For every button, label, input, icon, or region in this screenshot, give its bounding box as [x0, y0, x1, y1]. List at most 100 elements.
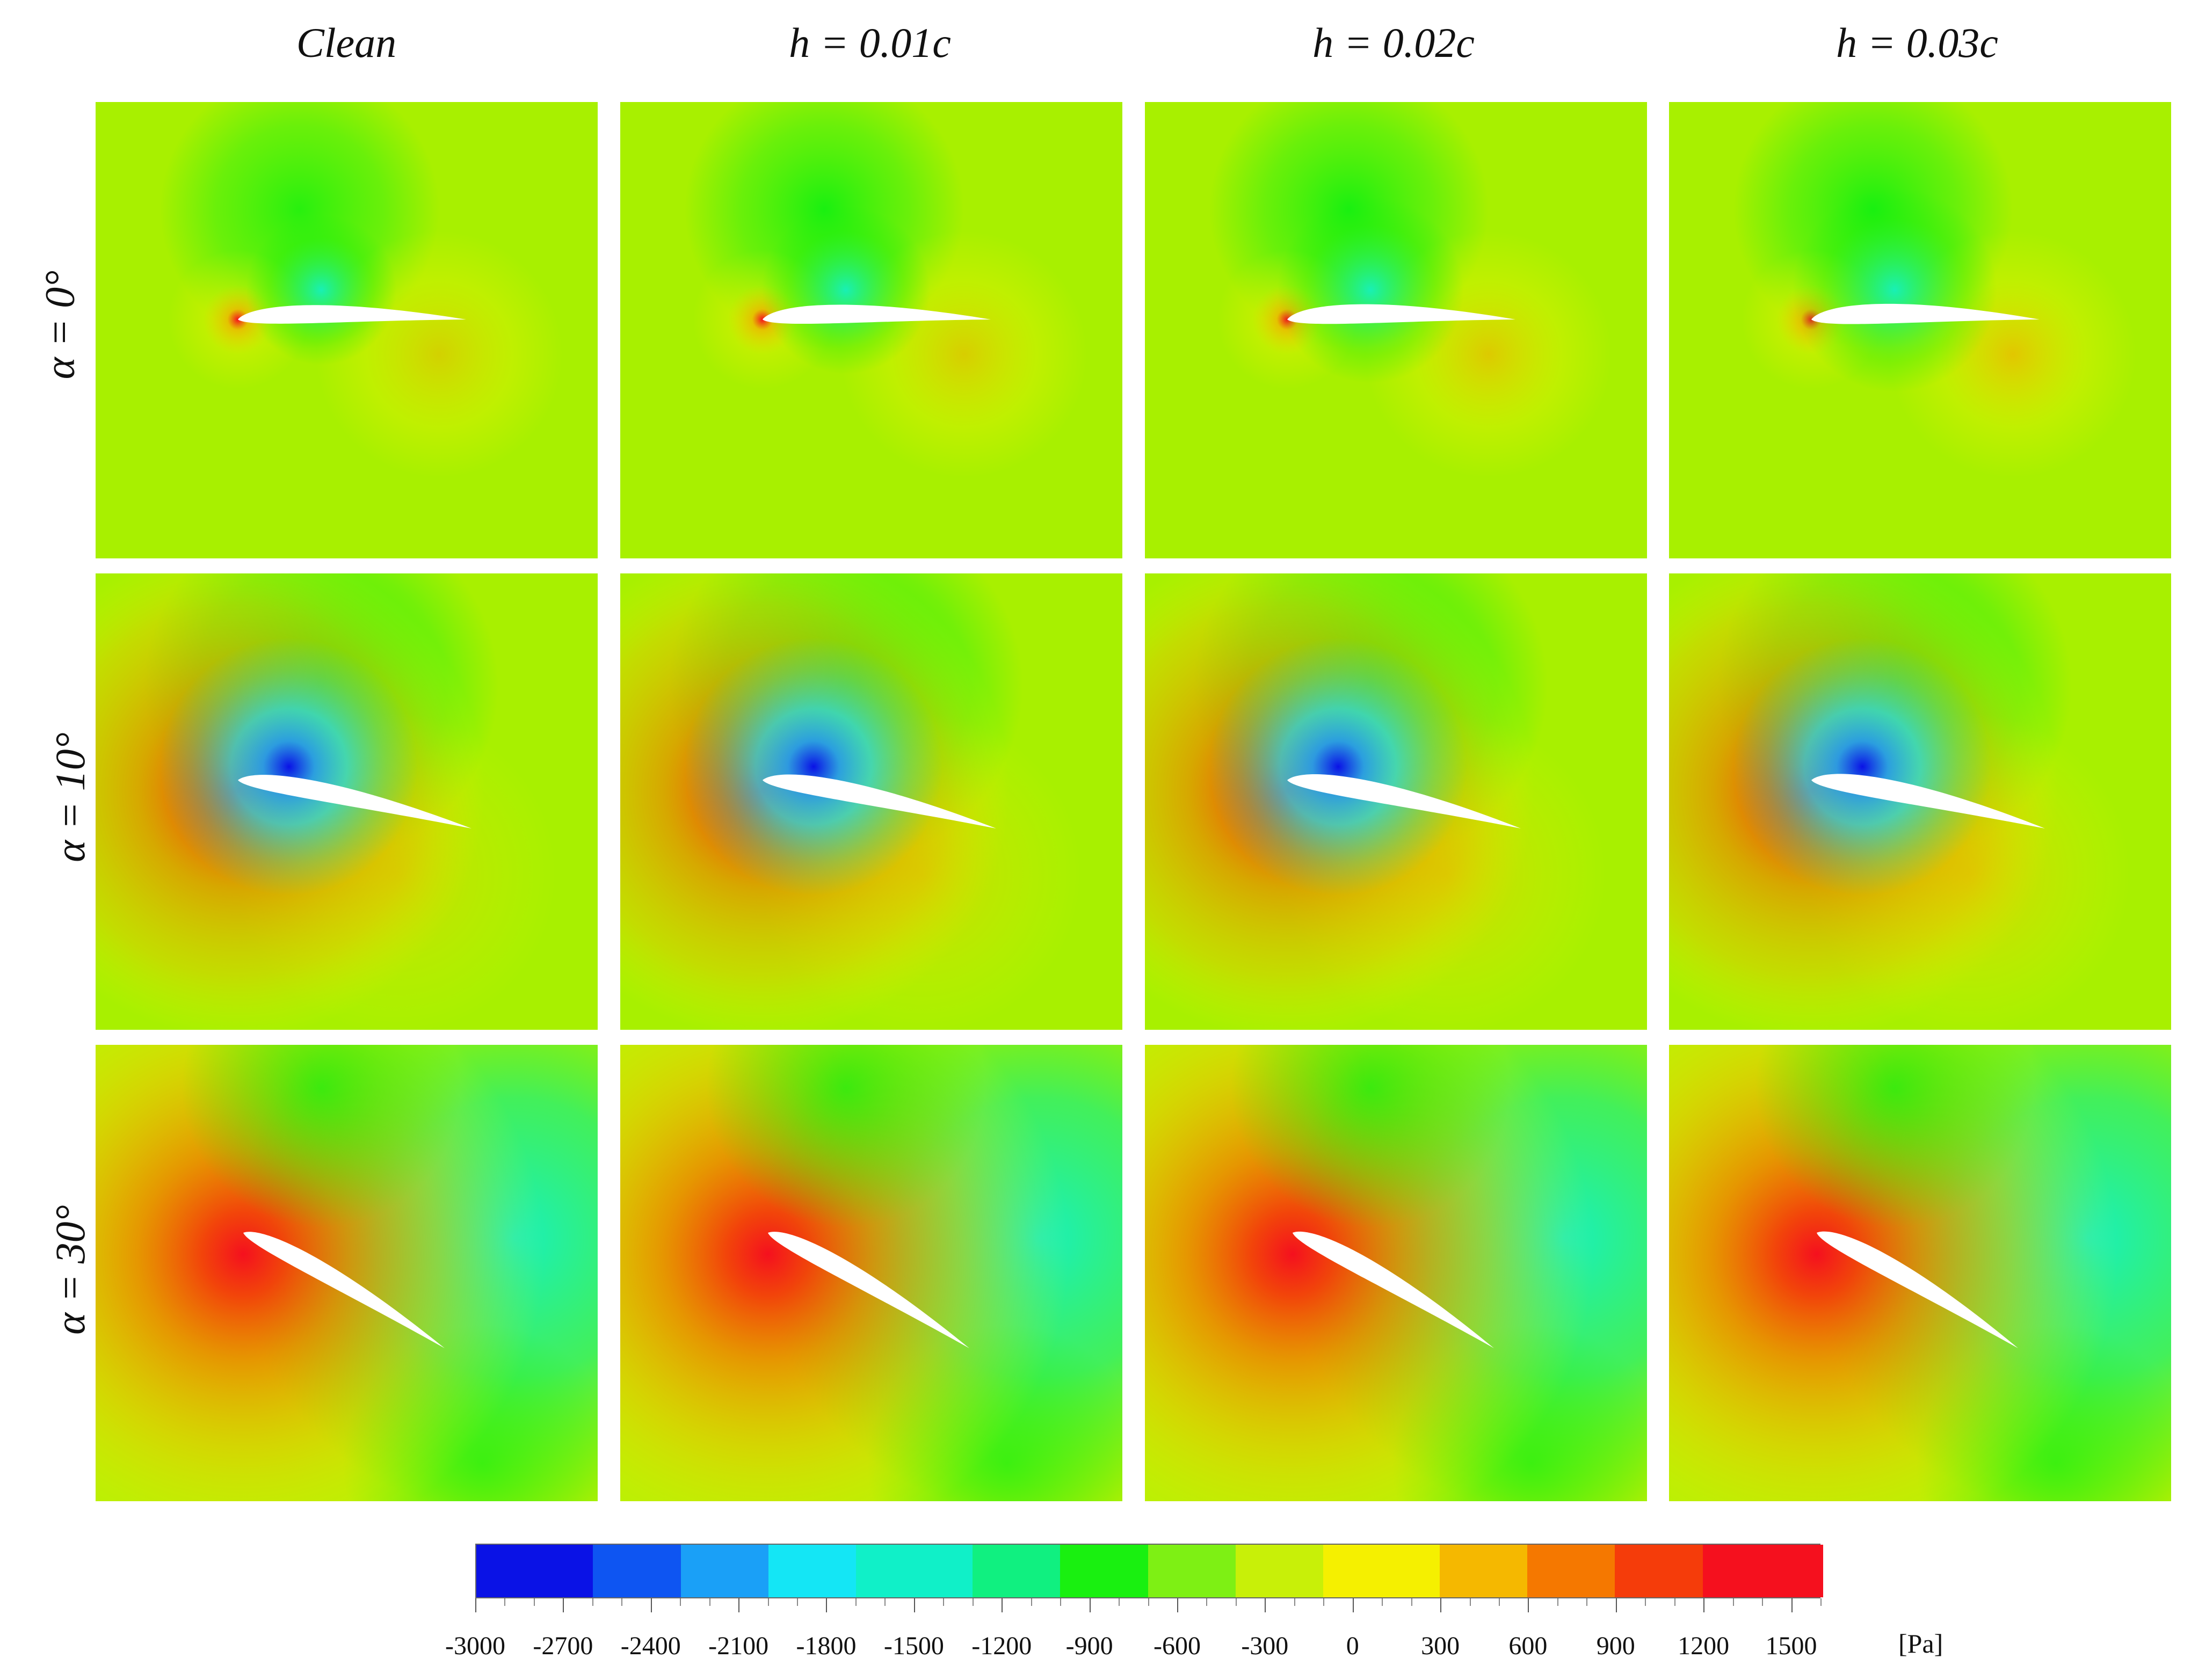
- colorbar-tick: [1352, 1598, 1354, 1612]
- colorbar-segment: [1381, 1545, 1415, 1597]
- colorbar-segment: [885, 1545, 919, 1597]
- colorbar-tick-label: -1200: [971, 1632, 1032, 1660]
- colorbar-minor-tick: [884, 1598, 886, 1606]
- colorbar-minor-tick: [1148, 1598, 1149, 1606]
- colorbar-minor-tick: [767, 1598, 769, 1606]
- colorbar-segment: [1761, 1545, 1795, 1597]
- colorbar-minor-tick: [709, 1598, 710, 1606]
- colorbar-minor-tick: [1294, 1598, 1295, 1606]
- colorbar-tick: [1528, 1598, 1529, 1612]
- colorbar-segment: [505, 1545, 539, 1597]
- colorbar-minor-tick: [1206, 1598, 1208, 1606]
- colorbar-segment: [709, 1545, 743, 1597]
- colorbar-unit-label: [Pa]: [1898, 1628, 1943, 1659]
- colorbar-segment: [1731, 1545, 1765, 1597]
- colorbar-segment: [1119, 1545, 1152, 1597]
- airfoil-shape: [1811, 774, 2045, 828]
- colorbar-segment: [680, 1545, 714, 1597]
- airfoil-shape: [763, 304, 991, 324]
- colorbar-segment: [1235, 1545, 1269, 1597]
- colorbar-tick-label: -300: [1241, 1632, 1289, 1660]
- colorbar-tick: [738, 1598, 740, 1612]
- colorbar-tick: [563, 1598, 564, 1612]
- row-label-alpha-30: α = 30°: [46, 1205, 93, 1335]
- colorbar-segment: [1148, 1545, 1181, 1597]
- colorbar-minor-tick: [621, 1598, 623, 1606]
- colorbar-segment: [534, 1545, 568, 1597]
- colorbar-segment: [1702, 1545, 1736, 1597]
- contour-panel-row0-col2: [1145, 102, 1647, 558]
- colorbar-tick-label: -1500: [883, 1632, 944, 1660]
- colorbar-minor-tick: [1645, 1598, 1646, 1606]
- colorbar-tick-label: -2400: [620, 1632, 681, 1660]
- colorbar-segment: [855, 1545, 889, 1597]
- row-label-alpha-10: α = 10°: [46, 732, 93, 862]
- colorbar-segment: [1498, 1545, 1532, 1597]
- colorbar-segment: [1440, 1545, 1474, 1597]
- colorbar-minor-tick: [1060, 1598, 1062, 1606]
- colorbar-segment: [1206, 1545, 1240, 1597]
- colorbar-tick: [1703, 1598, 1705, 1612]
- colorbar-segment: [1060, 1545, 1094, 1597]
- colorbar-tick: [826, 1598, 828, 1612]
- airfoil-shape: [768, 1232, 969, 1348]
- colorbar-segment: [1673, 1545, 1707, 1597]
- colorbar-tick-label: -2700: [533, 1632, 593, 1660]
- colorbar-tick: [1440, 1598, 1442, 1612]
- colorbar-tick-label: -1800: [796, 1632, 857, 1660]
- colorbar-segment: [1089, 1545, 1123, 1597]
- colorbar-minor-tick: [1119, 1598, 1120, 1606]
- colorbar-segment: [1352, 1545, 1385, 1597]
- colorbar-segment: [768, 1545, 802, 1597]
- colorbar-segment: [564, 1545, 597, 1597]
- contour-panel-row2-col3: [1669, 1045, 2171, 1501]
- airfoil-shape: [1287, 774, 1521, 828]
- contour-panel-row1-col3: [1669, 573, 2171, 1030]
- colorbar-segment: [826, 1545, 860, 1597]
- colorbar-segment: [1031, 1545, 1064, 1597]
- colorbar-minor-tick: [1557, 1598, 1558, 1606]
- colorbar-segment: [593, 1545, 627, 1597]
- colorbar-segment: [622, 1545, 656, 1597]
- contour-panel-row1-col2: [1145, 573, 1647, 1030]
- contour-panel-row0-col3: [1669, 102, 2171, 558]
- colorbar-minor-tick: [1323, 1598, 1325, 1606]
- colorbar-segment: [1527, 1545, 1561, 1597]
- colorbar-segment: [739, 1545, 773, 1597]
- airfoil-shape: [1811, 303, 2040, 324]
- colorbar-segment: [476, 1545, 510, 1597]
- colorbar-minor-tick: [680, 1598, 681, 1606]
- colorbar-segment: [1556, 1545, 1590, 1597]
- colorbar-minor-tick: [1031, 1598, 1032, 1606]
- contour-panel-row0-col0: [96, 102, 598, 558]
- colorbar-segment: [1410, 1545, 1444, 1597]
- contour-panel-row2-col2: [1145, 1045, 1647, 1501]
- colorbar-tick: [1791, 1598, 1793, 1612]
- colorbar-minor-tick: [855, 1598, 857, 1606]
- colorbar-tick-label: 1500: [1765, 1632, 1817, 1660]
- colorbar-tick-label: -3000: [445, 1632, 505, 1660]
- row-label-alpha-0: α = 0°: [36, 270, 83, 380]
- colorbar-tick-label: -900: [1065, 1632, 1113, 1660]
- colorbar-minor-tick: [972, 1598, 974, 1606]
- colorbar-minor-tick: [592, 1598, 593, 1606]
- contour-panel-row1-col1: [620, 573, 1122, 1030]
- colorbar-minor-tick: [1382, 1598, 1383, 1606]
- colorbar-segment: [1177, 1545, 1210, 1597]
- airfoil-shape: [238, 305, 466, 324]
- colorbar-tick: [475, 1598, 476, 1612]
- column-label-clean: Clean: [296, 19, 397, 66]
- colorbar-tick: [1265, 1598, 1266, 1612]
- colorbar-minor-tick: [1411, 1598, 1412, 1606]
- colorbar-minor-tick: [1586, 1598, 1588, 1606]
- colorbar-segment: [1790, 1545, 1824, 1597]
- colorbar-segment: [973, 1545, 1006, 1597]
- colorbar-minor-tick: [533, 1598, 535, 1606]
- colorbar-minor-tick: [1235, 1598, 1237, 1606]
- airfoil-shape: [243, 1232, 445, 1348]
- colorbar-segment: [797, 1545, 831, 1597]
- colorbar-tick: [1089, 1598, 1091, 1612]
- colorbar-segment: [1002, 1545, 1035, 1597]
- colorbar-minor-tick: [797, 1598, 799, 1606]
- colorbar-tick: [1615, 1598, 1617, 1612]
